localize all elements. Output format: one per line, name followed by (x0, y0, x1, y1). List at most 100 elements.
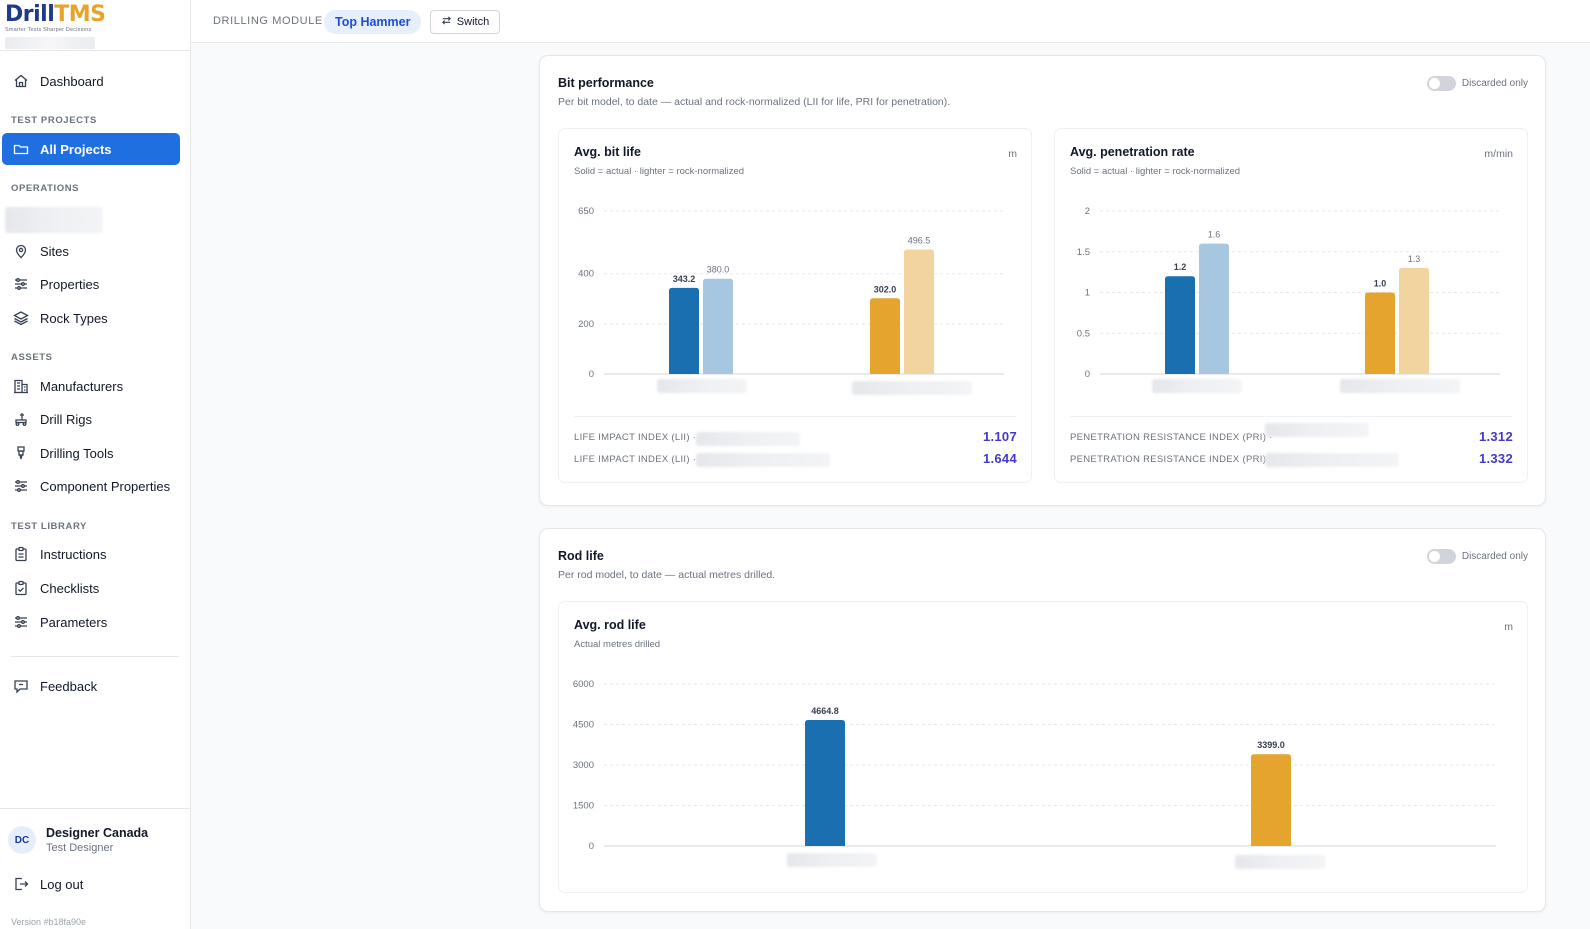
nav-feedback-label: Feedback (40, 678, 98, 694)
nav-feedback[interactable]: Feedback (0, 670, 191, 702)
toggle-switch[interactable] (1426, 76, 1456, 91)
switch-module-button[interactable]: Switch (430, 10, 500, 34)
folder-icon (13, 141, 29, 157)
lii-value: 1.107 (982, 429, 1017, 444)
switch-module-label: Switch (456, 16, 490, 28)
rod-life-chart-title: Avg. rod life (574, 618, 646, 632)
bit-life-chart: 0 200 400 650 343.2 302.0 380.0 496.5 (578, 206, 1004, 380)
nav-rock-types[interactable]: Rock Types (0, 302, 191, 334)
y-tick-label: 3000 (573, 760, 594, 771)
nav-dashboard[interactable]: Dashboard (0, 65, 191, 97)
nav-drill-rigs-label: Drill Rigs (40, 411, 92, 427)
nav-sites-label: Sites (40, 243, 69, 259)
clipboard-icon (13, 546, 29, 562)
nav-parameters-label: Parameters (40, 614, 108, 630)
sidebar-divider (0, 50, 191, 51)
y-tick-label: 4500 (573, 720, 594, 731)
layers-icon (13, 310, 29, 326)
bar-value-label: 4664.8 (811, 706, 839, 716)
bar (669, 287, 699, 374)
drill-bit-icon (13, 445, 29, 461)
user-role: Test Designer (46, 842, 114, 854)
bit-performance-title: Bit performance (558, 76, 654, 90)
user-name: Designer Canada (46, 826, 149, 840)
bar (1365, 292, 1395, 374)
lii-value: 1.644 (982, 451, 1017, 466)
sidebar-divider (0, 808, 191, 809)
y-tick-label: 6000 (573, 679, 594, 690)
bit-performance-subtitle: Per bit model, to date — actual and rock… (558, 96, 951, 108)
rod-life-title: Rod life (558, 549, 604, 563)
top-bar: DRILLING MODULE Top Hammer Switch (191, 0, 1590, 43)
nav-dashboard-label: Dashboard (40, 73, 104, 89)
nav-all-projects[interactable]: All Projects (2, 133, 180, 165)
discarded-only-toggle[interactable]: Discarded only (1426, 76, 1528, 91)
bit-life-unit: m (1008, 148, 1017, 160)
y-tick-label: 1500 (573, 801, 594, 812)
nav-component-properties[interactable]: Component Properties (0, 470, 191, 502)
lii-label: LIFE IMPACT INDEX (LII) · (574, 454, 697, 465)
sliders-icon (13, 276, 29, 292)
switch-arrows-icon (441, 15, 452, 29)
bar (703, 278, 733, 374)
rod-life-panel: Avg. rod life Actual metres drilled m 0 1… (558, 601, 1528, 893)
penetration-unit: m/min (1484, 148, 1513, 160)
bit-performance-card: Bit performance Per bit model, to date —… (539, 55, 1546, 506)
nav-drilling-tools-label: Drilling Tools (40, 445, 114, 461)
redacted-category-label (787, 853, 877, 867)
redacted-category-label (657, 379, 747, 393)
nav-sites[interactable]: Sites (0, 235, 191, 267)
sliders-icon (13, 614, 29, 630)
toggle-switch[interactable] (1426, 549, 1456, 564)
lii-row: LIFE IMPACT INDEX (LII) · 1.644 (574, 451, 1017, 469)
bar-value-label: 302.0 (874, 284, 897, 294)
redacted-nav-item (5, 207, 103, 233)
nav-properties[interactable]: Properties (0, 268, 191, 300)
y-tick-label: 650 (578, 206, 594, 217)
app-logo[interactable]: DrillTMS Smarter Tests Sharper Decisions (5, 2, 185, 49)
nav-manufacturers[interactable]: Manufacturers (0, 370, 191, 402)
bar (904, 249, 934, 374)
logout-button[interactable]: Log out (0, 868, 191, 900)
redacted-category-label (852, 381, 972, 395)
bar (1199, 243, 1229, 374)
bit-life-panel: Avg. bit life Solid = actual · lighter =… (558, 128, 1032, 483)
nav-instructions[interactable]: Instructions (0, 538, 191, 570)
penetration-title: Avg. penetration rate (1070, 145, 1195, 159)
redacted-model-name (696, 453, 830, 467)
redacted-model-name (696, 432, 800, 446)
nav-drill-rigs[interactable]: Drill Rigs (0, 403, 191, 435)
nav-checklists[interactable]: Checklists (0, 572, 191, 604)
redacted-category-label (1235, 855, 1325, 869)
nav-all-projects-label: All Projects (40, 141, 112, 157)
bar-value-label: 1.2 (1174, 262, 1187, 272)
message-icon (13, 678, 29, 694)
bar-value-label: 380.0 (707, 265, 730, 275)
pri-label: PENETRATION RESISTANCE INDEX (PRI) · (1070, 454, 1273, 465)
user-profile[interactable]: DC Designer Canada Test Designer (0, 822, 191, 870)
rod-life-chart-subtitle: Actual metres drilled (574, 639, 661, 650)
y-tick-label: 0 (1085, 369, 1090, 380)
active-module-pill[interactable]: Top Hammer (324, 10, 422, 34)
discarded-only-label: Discarded only (1461, 78, 1528, 89)
lii-label: LIFE IMPACT INDEX (LII) · (574, 432, 697, 443)
logo-brand-d: D (5, 2, 23, 27)
nav-drilling-tools[interactable]: Drilling Tools (0, 437, 191, 469)
pri-row: PENETRATION RESISTANCE INDEX (PRI) · 1.3… (1070, 429, 1513, 447)
nav-parameters[interactable]: Parameters (0, 606, 191, 638)
y-tick-label: 0 (589, 841, 594, 852)
index-divider (1070, 416, 1513, 417)
redacted-model-name (1265, 453, 1399, 467)
y-tick-label: 0.5 (1077, 328, 1090, 339)
discarded-only-toggle[interactable]: Discarded only (1426, 549, 1528, 564)
rod-life-chart: 0 1500 3000 4500 6000 4664.8 3399.0 (573, 679, 1496, 852)
nav-rock-types-label: Rock Types (40, 310, 108, 326)
drill-rig-icon (13, 411, 29, 427)
bar (870, 298, 900, 374)
redacted-model-name (1265, 423, 1369, 437)
sidebar-divider (11, 656, 179, 657)
pri-value: 1.332 (1478, 451, 1513, 466)
redacted-category-label (1340, 379, 1460, 393)
y-tick-label: 400 (578, 269, 594, 280)
